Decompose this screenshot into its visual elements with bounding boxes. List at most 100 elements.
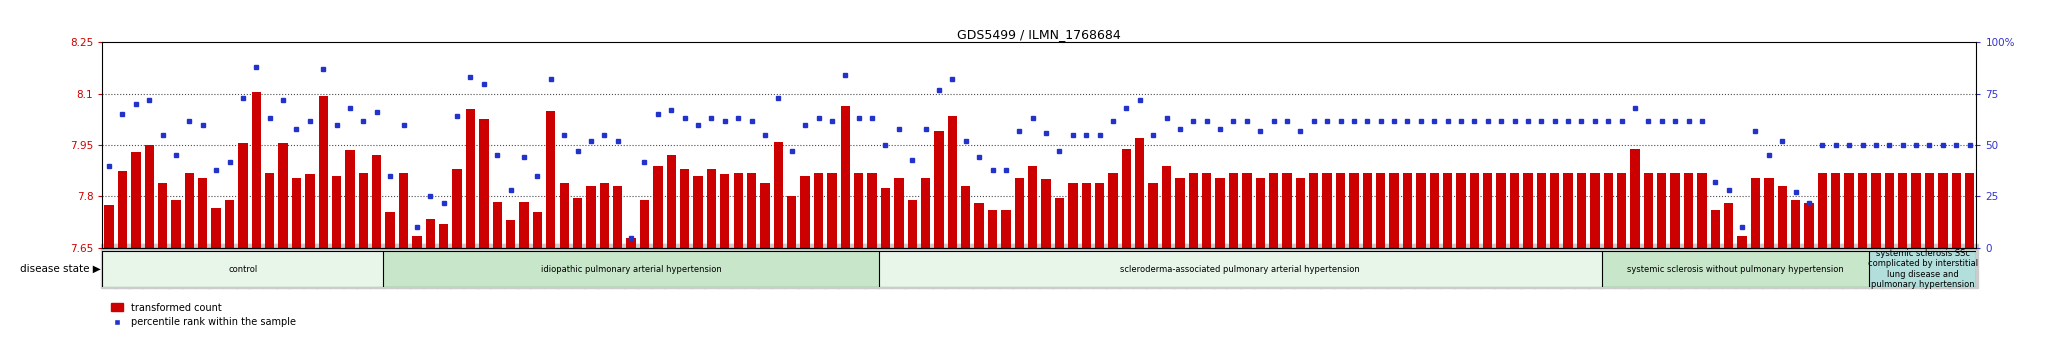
Bar — [412, 236, 422, 248]
Bar — [346, 150, 354, 248]
Bar — [385, 212, 395, 248]
Bar — [1618, 172, 1626, 248]
Bar — [1483, 172, 1493, 248]
Bar — [934, 131, 944, 248]
Bar — [1309, 172, 1319, 248]
Bar — [520, 202, 528, 248]
Bar — [639, 200, 649, 248]
Bar — [1952, 172, 1960, 248]
Bar — [827, 172, 836, 248]
Bar — [1536, 172, 1546, 248]
Bar — [653, 166, 664, 248]
Bar — [559, 183, 569, 248]
Bar — [184, 172, 195, 248]
Bar — [279, 143, 289, 248]
Bar — [211, 209, 221, 248]
Bar — [1069, 183, 1077, 248]
Bar — [1645, 172, 1653, 248]
Bar — [102, 251, 383, 287]
Title: GDS5499 / ILMN_1768684: GDS5499 / ILMN_1768684 — [958, 28, 1120, 41]
Bar — [1589, 172, 1599, 248]
Bar — [1282, 172, 1292, 248]
Bar — [895, 178, 903, 248]
Bar — [1470, 172, 1479, 248]
Bar — [1055, 198, 1065, 248]
Bar — [1937, 172, 1948, 248]
Bar — [881, 188, 891, 248]
Bar — [1819, 172, 1827, 248]
Bar — [680, 169, 690, 248]
Bar — [801, 176, 809, 248]
Bar — [612, 186, 623, 248]
Bar — [1188, 172, 1198, 248]
Bar — [786, 196, 797, 248]
Bar — [1964, 172, 1974, 248]
Bar — [1014, 178, 1024, 248]
Bar — [1430, 172, 1440, 248]
Bar — [707, 169, 717, 248]
Bar — [1243, 172, 1251, 248]
Bar — [479, 120, 489, 248]
Bar — [1415, 172, 1425, 248]
Bar — [1524, 172, 1532, 248]
Bar — [1563, 172, 1573, 248]
Bar — [760, 183, 770, 248]
Bar — [1911, 172, 1921, 248]
Bar — [1456, 172, 1466, 248]
Bar — [383, 251, 879, 287]
Bar — [1845, 172, 1853, 248]
Bar — [721, 174, 729, 248]
Bar — [332, 176, 342, 248]
Bar — [1509, 172, 1520, 248]
Bar — [1804, 203, 1815, 248]
Bar — [1376, 172, 1384, 248]
Bar — [1028, 166, 1038, 248]
Text: systemic sclerosis without pulmonary hypertension: systemic sclerosis without pulmonary hyp… — [1626, 264, 1843, 274]
Bar — [252, 92, 260, 248]
Bar — [573, 198, 582, 248]
Bar — [1724, 203, 1733, 248]
Bar — [238, 143, 248, 248]
Bar — [547, 111, 555, 248]
Legend: transformed count, percentile rank within the sample: transformed count, percentile rank withi… — [106, 299, 299, 331]
Bar — [1884, 172, 1894, 248]
Bar — [1001, 210, 1010, 248]
Bar — [225, 200, 233, 248]
Text: idiopathic pulmonary arterial hypertension: idiopathic pulmonary arterial hypertensi… — [541, 264, 721, 274]
Bar — [1229, 172, 1239, 248]
Bar — [666, 155, 676, 248]
Bar — [1858, 172, 1868, 248]
Bar — [438, 224, 449, 248]
Bar — [399, 172, 408, 248]
Bar — [987, 210, 997, 248]
Bar — [1323, 172, 1331, 248]
Bar — [1751, 178, 1759, 248]
Bar — [291, 178, 301, 248]
Bar — [158, 183, 168, 248]
Bar — [868, 172, 877, 248]
Bar — [1870, 251, 1976, 287]
Bar — [694, 176, 702, 248]
Bar — [1710, 210, 1720, 248]
Bar — [961, 186, 971, 248]
Bar — [948, 116, 956, 248]
Bar — [733, 172, 743, 248]
Bar — [1255, 178, 1266, 248]
Bar — [1763, 178, 1774, 248]
Bar — [1683, 172, 1694, 248]
Bar — [1602, 251, 1870, 287]
Bar — [1497, 172, 1505, 248]
Bar — [586, 186, 596, 248]
Bar — [1149, 183, 1157, 248]
Bar — [494, 202, 502, 248]
Bar — [1202, 172, 1210, 248]
Bar — [748, 172, 756, 248]
Bar — [1604, 172, 1614, 248]
Bar — [172, 200, 180, 248]
Bar — [506, 221, 516, 248]
Bar — [1214, 178, 1225, 248]
Bar — [373, 155, 381, 248]
Bar — [1657, 172, 1667, 248]
Bar — [1577, 172, 1585, 248]
Bar — [1630, 149, 1640, 248]
